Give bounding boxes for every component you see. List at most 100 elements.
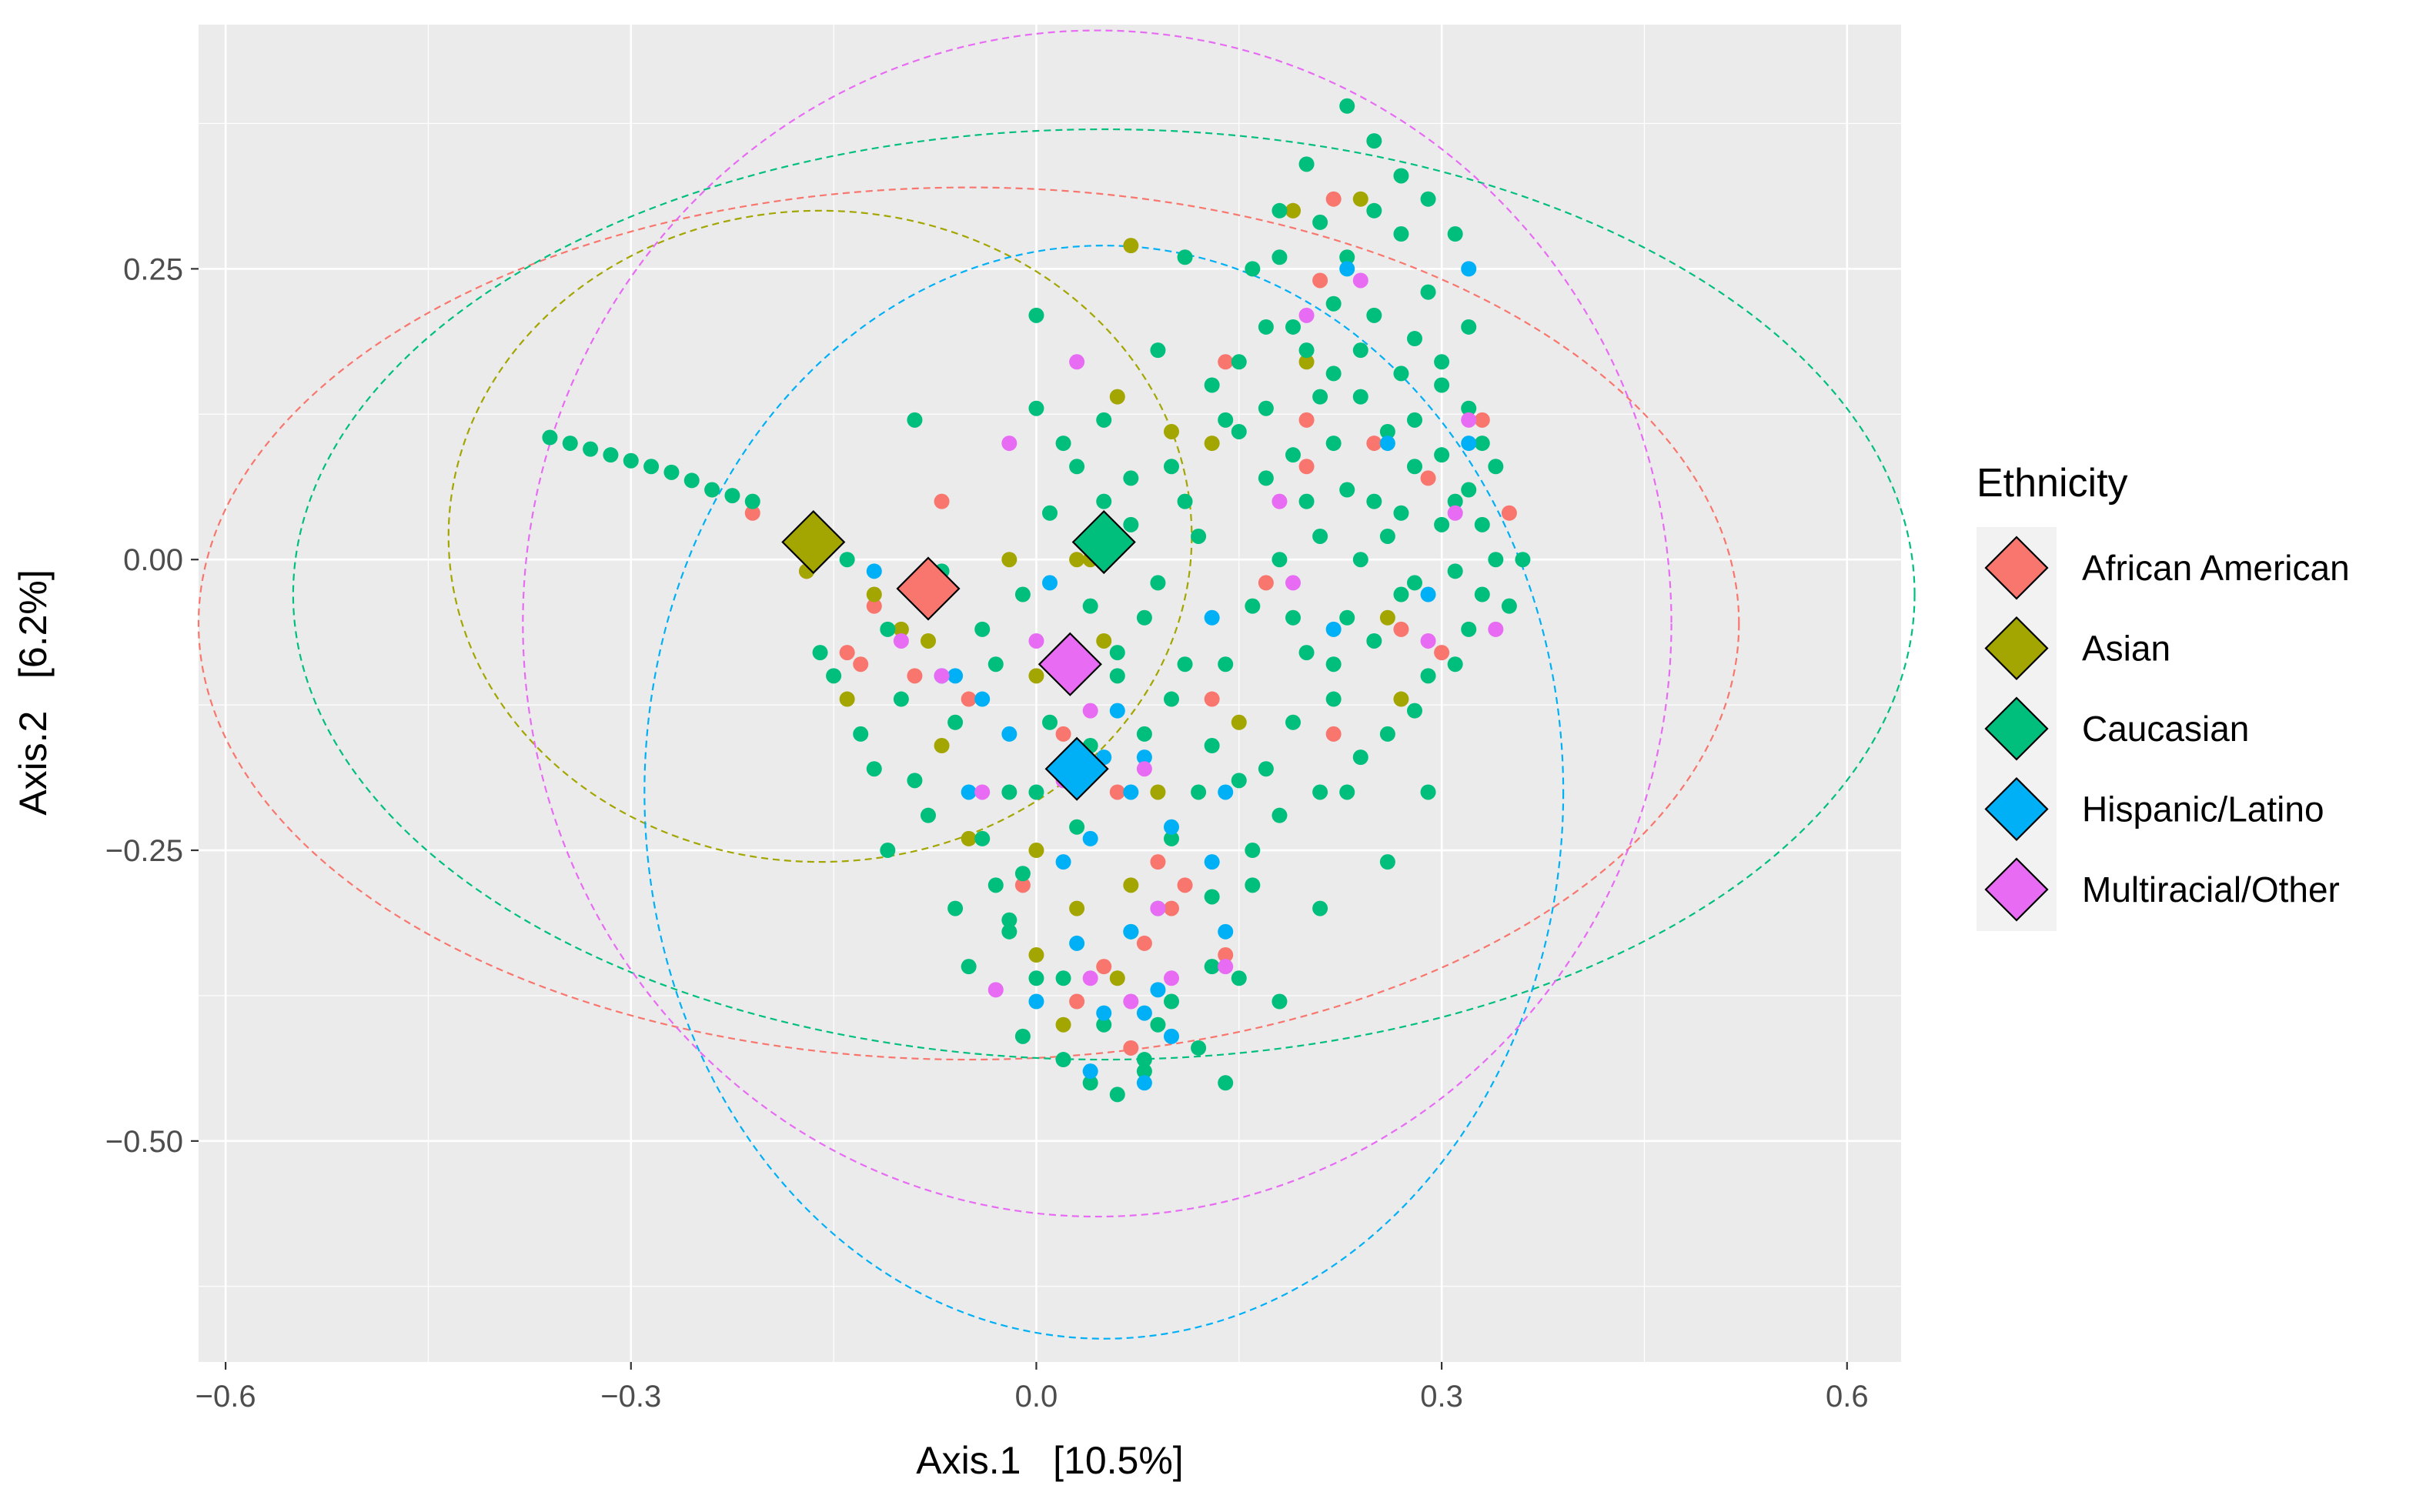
grid-lines [199,25,1901,1362]
centroid-marker [1071,509,1136,575]
point [704,482,720,498]
point [1204,959,1220,975]
point [1407,459,1422,475]
point [1218,784,1234,800]
point [1461,400,1477,416]
point [1218,412,1234,428]
point [603,447,619,463]
point [1339,609,1355,626]
point [1366,633,1382,649]
point [1150,1016,1166,1033]
point [1150,784,1166,800]
x-tick-label: 0.0 [1015,1380,1058,1414]
point [1420,633,1436,649]
point [1447,656,1463,673]
ellipse [643,245,1565,1340]
point [1339,98,1355,114]
point [1474,586,1490,602]
point [1447,226,1463,242]
point [1352,191,1368,207]
point [1285,447,1301,463]
point [1028,633,1044,649]
point [1245,598,1261,614]
point [1420,586,1436,602]
point [1393,621,1409,637]
point [1164,819,1179,835]
legend-key [1984,776,2049,842]
point [1042,714,1058,730]
point [1123,784,1139,800]
point [1096,493,1112,509]
point [1082,1063,1098,1080]
point [880,621,896,637]
x-axis-title: Axis.1 [10.5%] [916,1439,1183,1482]
point [826,668,842,684]
point [974,784,991,800]
point [542,429,558,446]
point [1082,970,1098,986]
point [1218,947,1234,963]
axes: −0.6 −0.3 0.0 0.3 0.6 0.25 0.00 −0.25 −0.50 [105,252,1869,1414]
point [1298,354,1315,370]
point [893,633,909,649]
point [1028,970,1044,986]
point [623,452,639,469]
point [1001,784,1018,800]
centroid-marker [1038,632,1102,696]
point [1339,482,1355,498]
point [1123,877,1139,893]
point [1150,854,1166,870]
point [947,714,964,730]
point [1136,1052,1152,1068]
point [1028,843,1044,859]
point [987,982,1004,998]
point [1069,819,1085,835]
point [1082,598,1098,614]
ellipse [292,128,1916,1061]
point [1177,877,1193,893]
point [744,493,760,509]
point [1298,156,1315,172]
point [1461,436,1477,452]
point [1136,726,1152,742]
point [1204,854,1220,870]
point [1393,691,1409,707]
point [1204,691,1220,707]
point [853,656,869,673]
point [1461,482,1477,498]
point [1298,493,1315,509]
point [1312,528,1328,544]
point [1393,586,1409,602]
point [1461,621,1477,637]
x-tick-label: 0.6 [1826,1380,1869,1414]
point [1488,459,1504,475]
plot-panel [199,25,1901,1362]
point [1164,830,1179,846]
point [1014,866,1031,882]
y-tick-label: −0.25 [105,834,183,868]
point [1245,877,1261,893]
point [1271,493,1288,509]
point [1325,436,1342,452]
point [1028,947,1044,963]
point [1325,365,1342,382]
x-tick-label: −0.6 [195,1380,256,1414]
point [643,459,660,475]
point [1136,609,1152,626]
point [947,668,964,684]
point [1420,668,1436,684]
point [744,505,760,521]
point [1298,459,1315,475]
point [1164,993,1179,1010]
point [1393,226,1409,242]
x-tick-label: −0.3 [600,1380,661,1414]
point [1379,726,1395,742]
point [1177,656,1193,673]
point [1258,761,1274,777]
point [1204,738,1220,754]
point [1339,784,1355,800]
point [934,738,950,754]
centroid-markers [781,509,1136,801]
point [1298,342,1315,359]
